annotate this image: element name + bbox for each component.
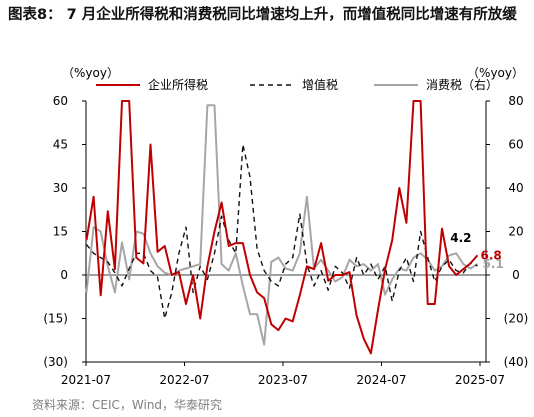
chart-title: 图表8： 7 月企业所得税和消费税同比增速均上升，而增值税同比增速有所放缓 [8, 7, 517, 23]
legend-label-2: 消费税（右） [426, 77, 498, 92]
source-note: 资料来源：CEIC，Wind，华泰研究 [32, 398, 223, 412]
left-tick-label: 15 [53, 225, 68, 239]
right-tick-label: 20 [508, 225, 523, 239]
end-label-consumption-tax: 5.1 [483, 257, 504, 271]
right-tick-label: 0 [512, 268, 520, 282]
right-tick-label: (20) [504, 312, 529, 326]
left-tick-label: 30 [53, 181, 68, 195]
x-tick-label: 2021-07 [61, 373, 111, 387]
x-tick-label: 2022-07 [159, 373, 209, 387]
right-axis-unit: （%yoy） [467, 66, 524, 80]
left-axis-unit: （%yoy） [62, 66, 119, 80]
right-tick-label: (40) [504, 355, 529, 369]
left-tick-label: 0 [60, 268, 68, 282]
series-line-2 [85, 104, 479, 346]
legend-label-0: 企业所得税 [148, 77, 208, 92]
end-label-vat: 4.2 [450, 231, 471, 245]
right-tick-label: 80 [508, 94, 523, 108]
right-tick-label: 60 [508, 138, 523, 152]
chart-legend: 企业所得税 增值税 消费税（右） [96, 77, 498, 92]
chart-end-labels: 6.8 4.2 5.1 [450, 231, 504, 271]
left-tick-label: (15) [43, 312, 68, 326]
left-tick-label: 45 [53, 138, 68, 152]
x-tick-label: 2024-07 [356, 373, 406, 387]
legend-label-1: 增值税 [302, 77, 338, 92]
x-tick-label: 2023-07 [258, 373, 308, 387]
x-tick-label: 2025-07 [455, 373, 505, 387]
series-line-0 [85, 100, 479, 355]
left-tick-label: 60 [53, 94, 68, 108]
series-line-1 [85, 143, 478, 320]
left-tick-label: (30) [43, 355, 68, 369]
right-tick-label: 40 [508, 181, 523, 195]
chart-ticks: 60 45 30 15 0 (15) (30) 80 60 40 20 0 (20) (40) 2021-0… [43, 94, 528, 387]
chart-lines [85, 100, 479, 355]
end-label-corporate-income-tax: 6.8 [481, 248, 502, 262]
